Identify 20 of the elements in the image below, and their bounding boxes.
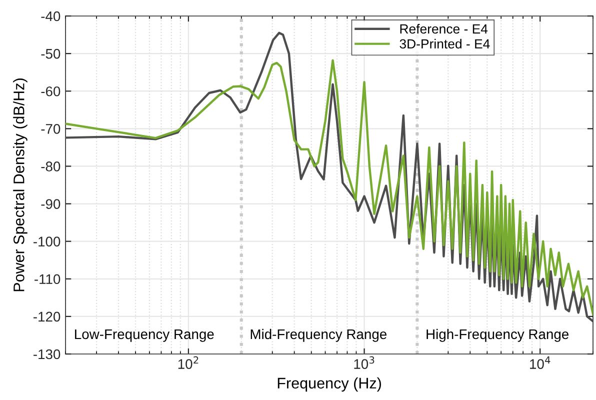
y-tick-label: -100	[34, 236, 60, 247]
x-tick-label: 10$^{3}$	[354, 356, 374, 369]
x-axis-title: Frequency (Hz)	[278, 377, 381, 392]
legend-label: Reference - E4	[400, 24, 488, 34]
y-tick-label: -40	[41, 11, 60, 22]
annotation: Mid-Frequency Range	[250, 328, 387, 342]
y-tick-label: -90	[41, 199, 60, 209]
y-tick-label: -130	[34, 349, 60, 360]
annotation: Low-Frequency Range	[75, 329, 214, 342]
x-tick-label: 10$^{4}$	[530, 356, 550, 369]
y-tick-label: -120	[34, 312, 60, 322]
y-tick-label: -50	[41, 48, 60, 59]
annotation: High-Frequency Range	[426, 328, 569, 342]
y-tick-label: -60	[41, 86, 60, 96]
y-tick-label: -110	[34, 274, 60, 284]
legend-label: 3D-Printed - E4	[400, 38, 490, 49]
y-tick-label: -70	[41, 124, 60, 134]
x-tick-label: 10$^{2}$	[178, 356, 198, 369]
y-axis-title: Power Spectral Density (dB/Hz)	[13, 78, 28, 292]
y-tick-label: -80	[41, 162, 60, 172]
